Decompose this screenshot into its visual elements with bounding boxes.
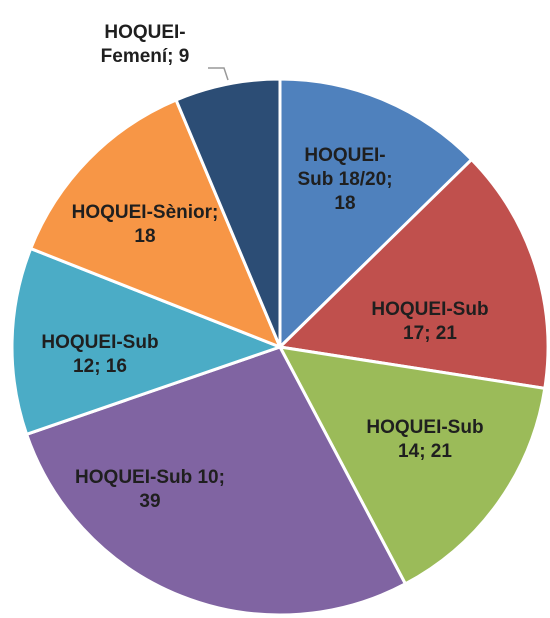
pie-slice [10, 246, 285, 437]
category-name: HOQUEI-Sub 12 [41, 332, 159, 377]
category-name: HOQUEI-Sub 10 [75, 467, 219, 488]
slice-value: 39 [139, 491, 161, 512]
label-separator: ; [419, 441, 431, 462]
label-separator: ; [424, 323, 436, 344]
slice-value: 16 [105, 356, 127, 377]
category-name: HOQUEI-Sènior [71, 202, 213, 223]
pie-slice [278, 77, 474, 351]
category-name: HOQUEI-Sub 18/20 [297, 145, 387, 190]
pie-slice [24, 345, 408, 617]
label-separator: ; [167, 46, 179, 67]
slice-value: 21 [430, 441, 452, 462]
label-separator: ; [386, 169, 393, 190]
pie-slice [28, 98, 283, 350]
label-separator: ; [212, 202, 219, 223]
slice-value: 18 [134, 226, 156, 247]
pie-slice [277, 345, 547, 586]
slice-label: HOQUEI-Sub 12; 16 [30, 331, 170, 379]
category-name: HOQUEI-Sub 14 [366, 417, 484, 462]
pie-slice [174, 77, 282, 348]
slice-value: 9 [178, 46, 190, 67]
slice-label: HOQUEI-Femení; 9 [70, 21, 220, 69]
category-name: HOQUEI-Sub 17 [371, 299, 489, 344]
label-separator: ; [94, 356, 106, 377]
leader-line [208, 67, 229, 81]
slice-label: HOQUEI-Sènior; 18 [70, 201, 220, 249]
pie-slice [276, 157, 550, 391]
slice-label: HOQUEI-Sub 10; 39 [75, 466, 225, 514]
slice-label: HOQUEI-Sub 14; 21 [358, 416, 493, 464]
slice-label: HOQUEI-Sub 18/20; 18 [295, 144, 395, 216]
category-name: HOQUEI-Femení [100, 22, 186, 67]
label-separator: ; [218, 467, 225, 488]
slice-value: 21 [435, 323, 457, 344]
slice-label: HOQUEI-Sub 17; 21 [363, 298, 498, 346]
slice-value: 18 [334, 193, 356, 214]
